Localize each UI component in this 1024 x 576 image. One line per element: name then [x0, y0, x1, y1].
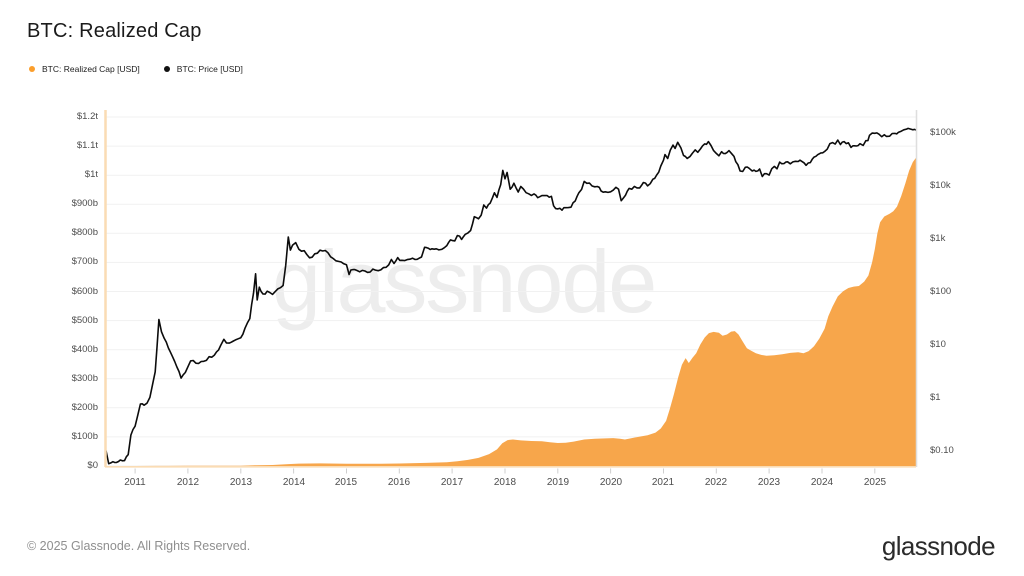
left-axis-tick-label: $600b — [71, 286, 98, 297]
x-axis-tick-label: 2023 — [757, 477, 781, 488]
left-axis-tick-label: $500b — [71, 315, 98, 326]
right-axis-tick-label: $1k — [930, 233, 946, 244]
x-axis-tick-label: 2024 — [810, 477, 834, 488]
right-axis-tick-label: $100 — [930, 286, 952, 297]
x-axis-tick-label: 2014 — [282, 477, 306, 488]
legend-item-label: BTC: Price [USD] — [176, 64, 243, 74]
x-axis-tick-label: 2018 — [493, 477, 517, 488]
right-axis-tick-label: $0.10 — [930, 445, 954, 456]
legend-dot-icon — [163, 66, 170, 72]
x-axis-tick-label: 2021 — [651, 477, 675, 488]
left-axis-tick-label: $0 — [87, 460, 98, 471]
x-axis-tick-label: 2017 — [440, 477, 464, 488]
right-axis-tick-label: $100k — [930, 127, 956, 138]
x-axis-tick-label: 2011 — [124, 477, 146, 488]
realized-cap-area — [106, 157, 917, 466]
glassnode-watermark: glassnode — [272, 232, 657, 331]
legend-item-0[interactable]: BTC: Realized Cap [USD] — [29, 64, 140, 74]
x-axis-tick-label: 2025 — [863, 477, 887, 488]
legend: BTC: Realized Cap [USD] BTC: Price [USD] — [29, 64, 243, 74]
left-axis-tick-label: $400b — [71, 344, 98, 355]
left-axis-tick-label: $200b — [71, 402, 98, 413]
legend-dot-icon — [29, 66, 35, 72]
left-axis-tick-label: $1.1t — [76, 140, 98, 151]
price-series-line — [105, 127, 917, 465]
glassnode-logo[interactable]: glassnode — [881, 531, 996, 561]
x-axis-tick-label: 2019 — [546, 477, 570, 488]
legend-item-label: BTC: Realized Cap [USD] — [42, 64, 140, 74]
left-axis-tick-label: $100b — [71, 431, 98, 442]
legend-item-1[interactable]: BTC: Price [USD] — [163, 64, 243, 74]
page-title: BTC: Realized Cap — [27, 20, 202, 42]
x-axis-tick-label: 2015 — [334, 477, 358, 488]
left-axis-tick-label: $700b — [71, 256, 98, 267]
x-axis-tick-label: 2012 — [176, 477, 200, 488]
left-axis-tick-label: $900b — [71, 198, 98, 209]
x-axis-tick-label: 2020 — [599, 477, 623, 488]
right-axis-tick-label: $1 — [930, 392, 941, 403]
left-axis-tick-label: $1t — [84, 169, 98, 180]
left-axis-tick-label: $300b — [71, 373, 98, 384]
left-axis-tick-label: $800b — [71, 227, 98, 238]
x-axis-tick-label: 2016 — [387, 477, 411, 488]
right-axis-tick-label: $10 — [930, 339, 946, 350]
right-axis-tick-label: $10k — [930, 180, 951, 191]
left-axis-tick-label: $1.2t — [76, 111, 98, 122]
x-axis-tick-label: 2013 — [229, 477, 253, 488]
copyright-text: © 2025 Glassnode. All Rights Reserved. — [27, 539, 251, 553]
x-axis-tick-label: 2022 — [704, 477, 728, 488]
